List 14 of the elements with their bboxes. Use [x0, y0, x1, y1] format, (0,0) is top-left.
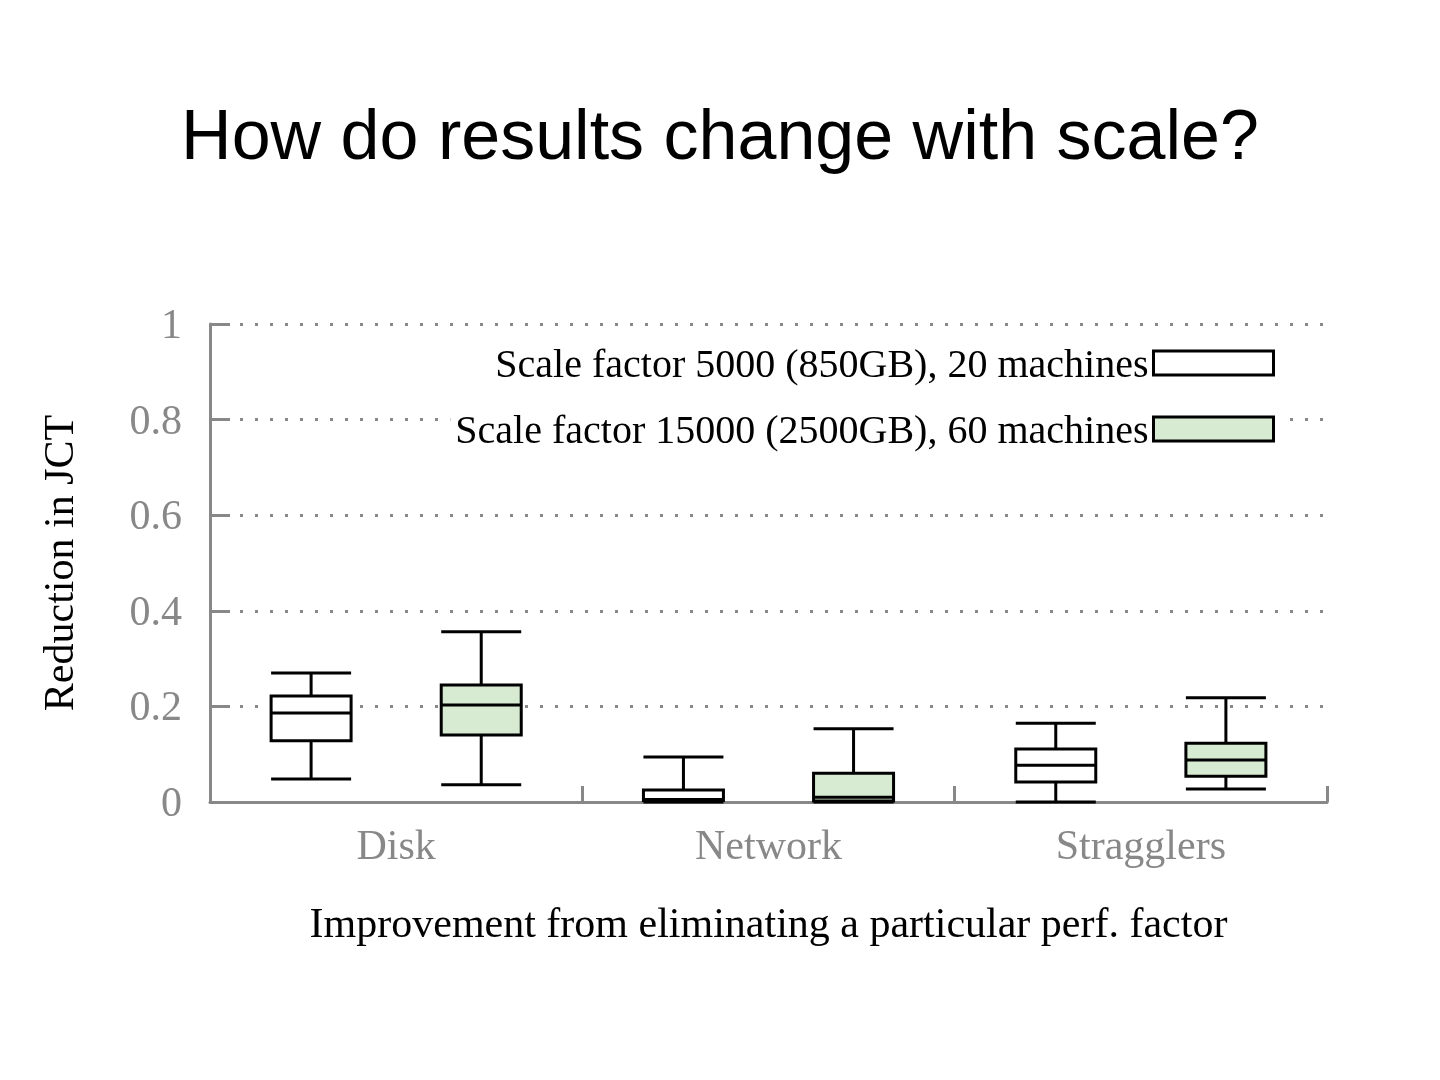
x-tick-label: Network: [695, 822, 842, 868]
x-axis-title: Improvement from eliminating a particular perf. factor: [309, 900, 1228, 946]
y-tick-label: 0: [161, 779, 182, 825]
x-tick-label: Stragglers: [1055, 822, 1226, 868]
y-tick-label: 1: [161, 301, 182, 347]
x-tick-label: Disk: [356, 822, 436, 868]
y-tick-label: 0.2: [129, 683, 182, 730]
y-tick-label: 0.6: [129, 492, 182, 539]
legend-label: Scale factor 5000 (850GB), 20 machines: [495, 340, 1149, 386]
y-tick-label: 0.8: [129, 396, 182, 443]
chart-title: How do results change with scale?: [181, 96, 1259, 174]
y-axis-title: Reduction in JCT: [36, 414, 82, 712]
y-tick-label: 0.4: [129, 587, 182, 634]
legend-label: Scale factor 15000 (2500GB), 60 machines: [455, 406, 1149, 452]
